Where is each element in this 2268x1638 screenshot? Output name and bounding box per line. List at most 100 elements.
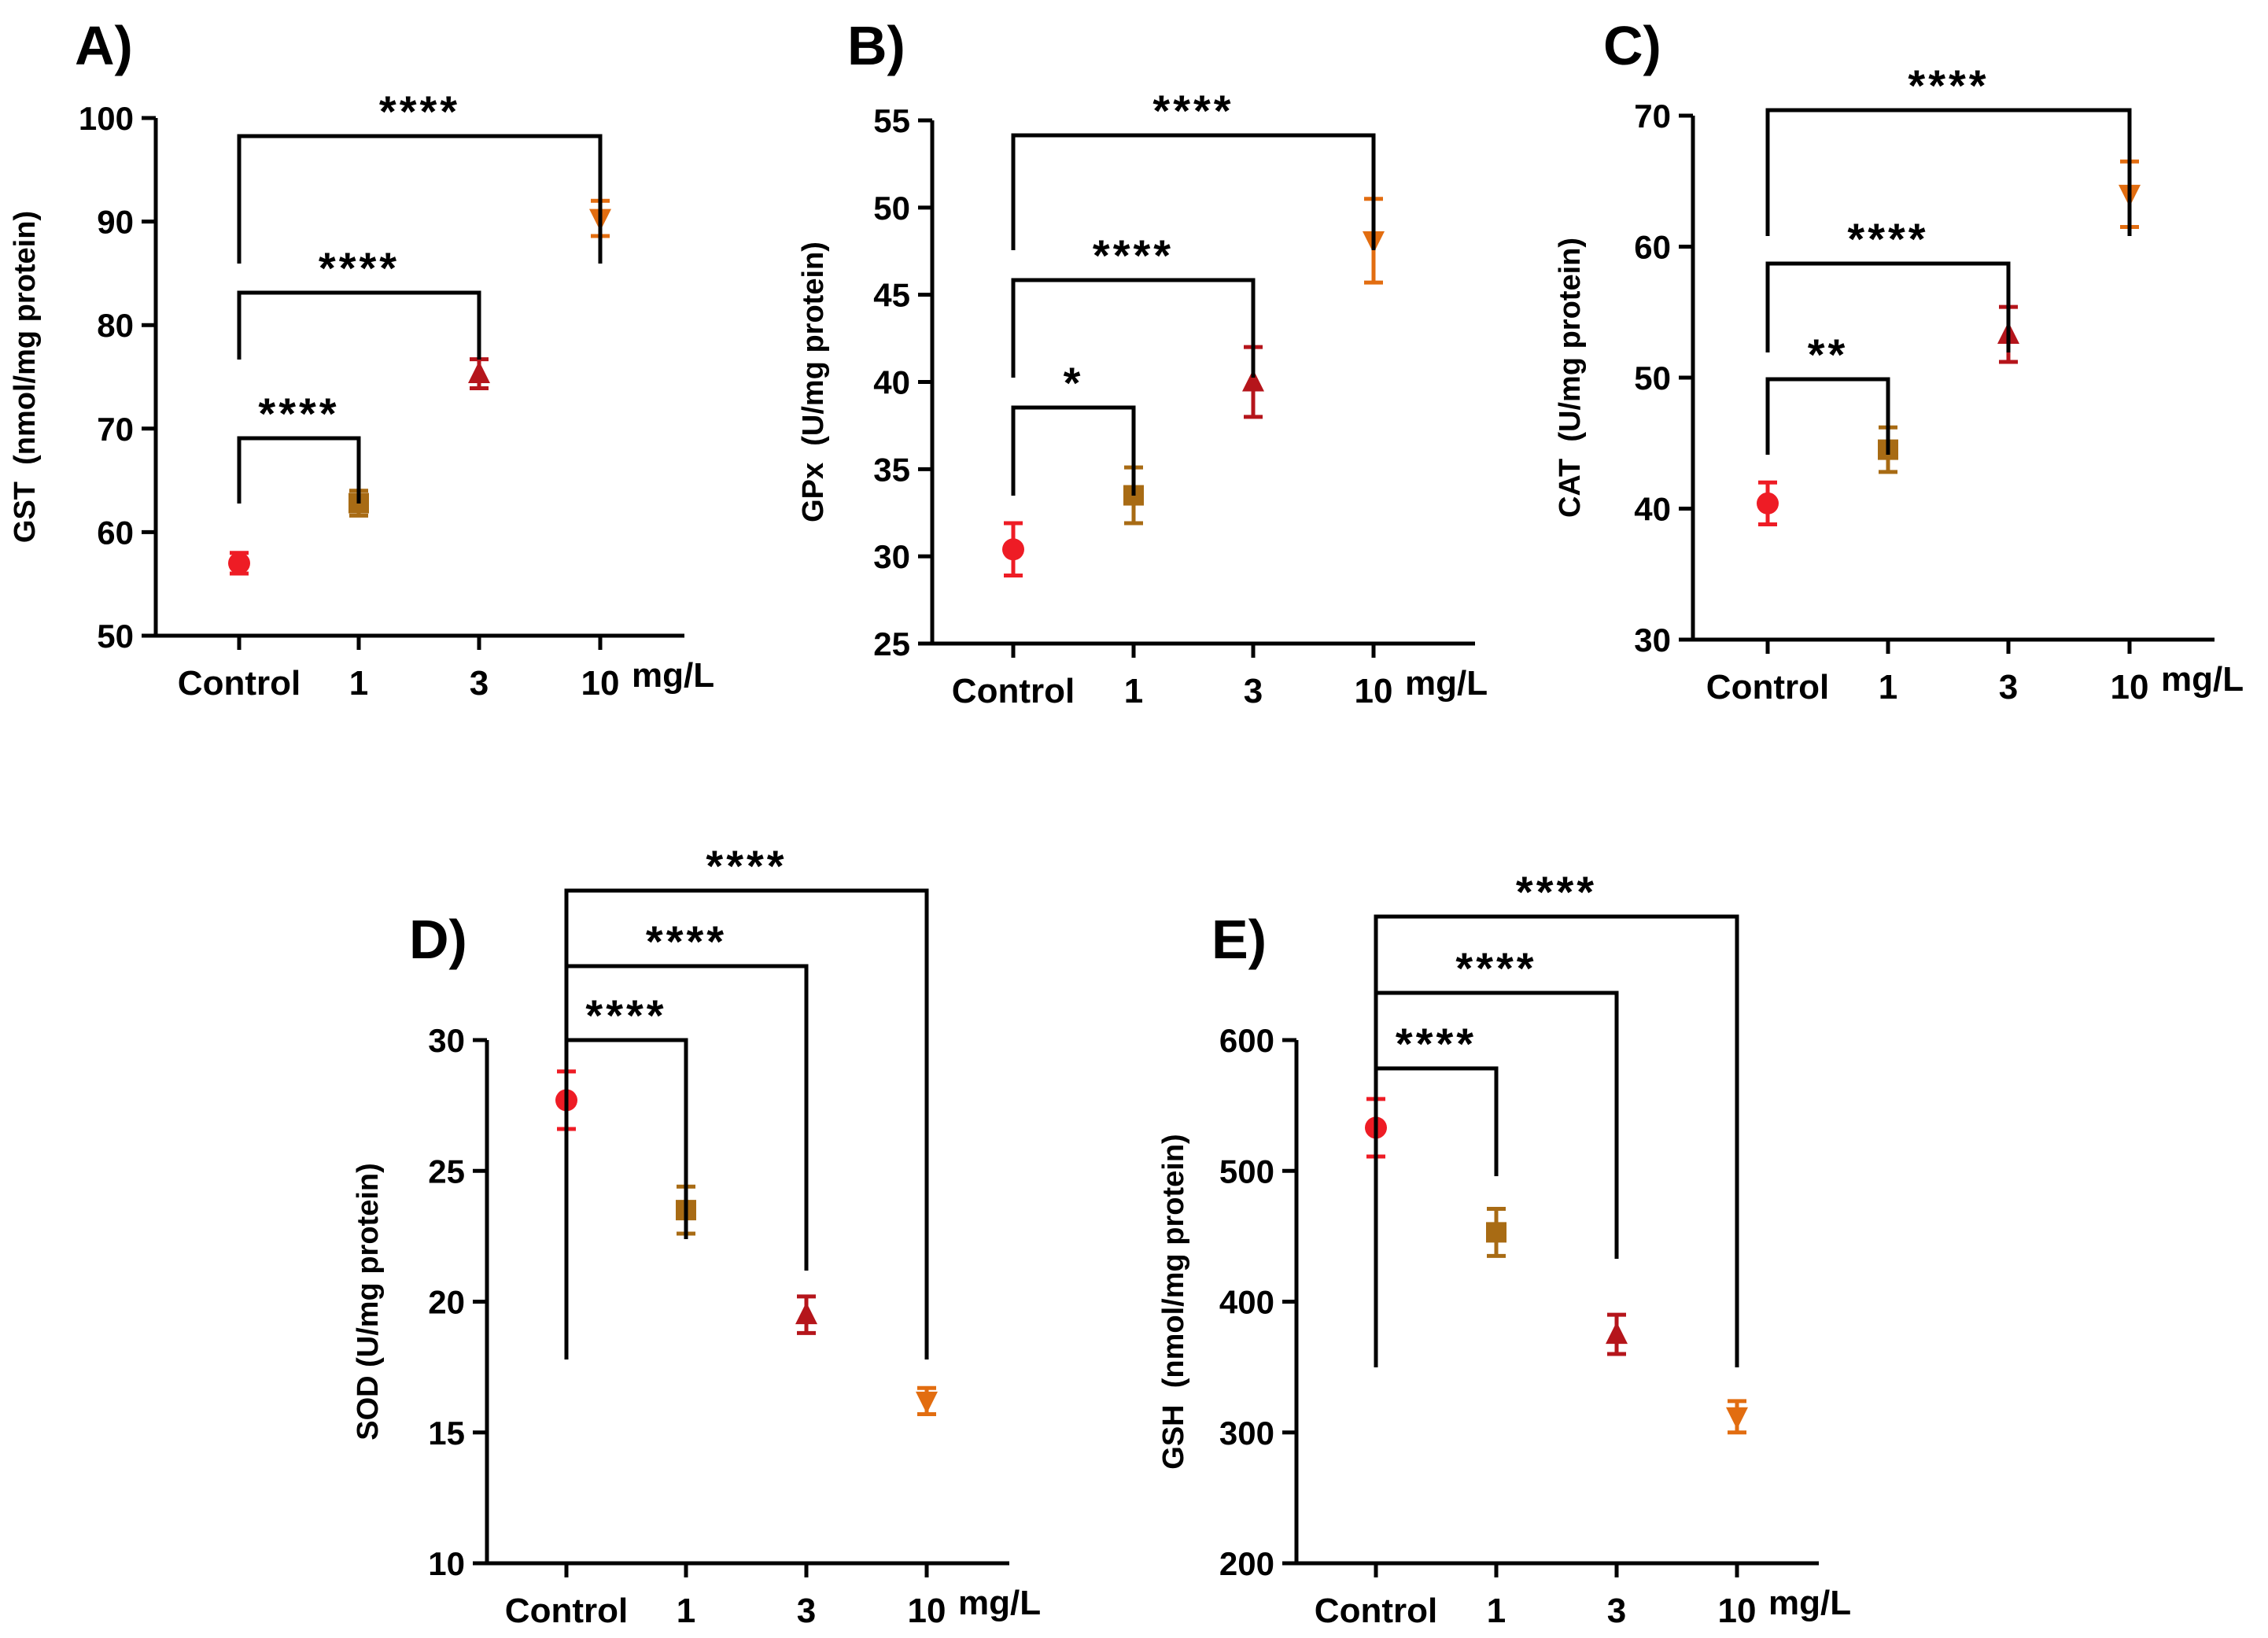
- data-point-dose-1: [1486, 1206, 1506, 1258]
- panel-label-c: C): [1603, 15, 1661, 76]
- significance-label: ****: [379, 87, 460, 136]
- significance-label: ****: [1396, 1019, 1477, 1068]
- bracket-line: [1011, 405, 1136, 496]
- y-tick-label: 50: [97, 618, 134, 655]
- x-tick-label-dose-10: 10: [1718, 1592, 1757, 1630]
- y-tick-label: 100: [79, 100, 134, 137]
- x-tick-label-control: Control: [952, 672, 1075, 710]
- y-tick-label: 40: [873, 364, 910, 401]
- data-point-control: [1002, 521, 1024, 578]
- x-unit-label: mg/L: [1768, 1584, 1851, 1622]
- panel-label-a: A): [75, 15, 133, 76]
- bracket-line: [1765, 377, 1890, 455]
- significance-bracket: **: [1765, 330, 1890, 455]
- data-point-dose-10: [916, 1385, 938, 1416]
- y-tick-label: 80: [97, 307, 134, 344]
- marker-square: [1486, 1222, 1506, 1243]
- y-tick-label: 45: [873, 277, 910, 314]
- y-tick-label: 400: [1219, 1284, 1274, 1321]
- x-unit-label: mg/L: [2161, 660, 2244, 699]
- bracket-line: [1765, 108, 2132, 236]
- marker-triangle-up: [795, 1302, 817, 1325]
- marker-triangle-down: [1726, 1407, 1748, 1430]
- x-tick-label-control: Control: [1315, 1592, 1437, 1630]
- y-tick-label: 60: [1634, 229, 1671, 266]
- significance-bracket: *: [1011, 358, 1136, 496]
- y-tick-label: 25: [428, 1153, 465, 1190]
- bracket-line: [1374, 1066, 1499, 1176]
- panel-label-b: B): [847, 15, 905, 76]
- panel-b: B) 25 30 35 40 45 50 55 Control 1 3 10 mg/L GPx (U/mg…: [797, 15, 1488, 710]
- x-tick-label-dose-1: 1: [1879, 668, 1897, 706]
- y-tick-label: 50: [1634, 360, 1671, 397]
- y-tick-label: 70: [97, 411, 134, 448]
- panel-label-d: D): [409, 909, 467, 970]
- significance-label: **: [1808, 330, 1849, 379]
- significance-label: *: [1064, 358, 1084, 408]
- data-point-dose-3: [795, 1294, 817, 1335]
- significance-bracket: ****: [237, 87, 603, 264]
- y-tick-label: 300: [1219, 1415, 1274, 1452]
- x-tick-label-control: Control: [1706, 668, 1829, 706]
- x-tick-label-control: Control: [505, 1592, 628, 1630]
- marker-triangle-up: [468, 361, 490, 384]
- y-tick-label: 30: [1634, 622, 1671, 659]
- y-axis-title: GSH (nmol/mg protein): [1157, 1134, 1190, 1469]
- x-tick-label-dose-3: 3: [1244, 672, 1263, 710]
- significance-label: ****: [1516, 867, 1597, 917]
- y-tick-label: 25: [873, 625, 910, 662]
- y-axis-title: GPx (U/mg protein): [797, 242, 830, 522]
- significance-label: ****: [319, 243, 400, 293]
- significance-label: ****: [1455, 943, 1536, 993]
- data-point-dose-3: [468, 357, 490, 390]
- significance-bracket: ****: [1765, 61, 2132, 236]
- x-tick-label-dose-10: 10: [2111, 668, 2149, 706]
- y-tick-label: 55: [873, 102, 910, 139]
- x-unit-label: mg/L: [1405, 664, 1488, 703]
- y-tick-label: 60: [97, 514, 134, 551]
- panel-e: E) 200 300 400 500 600 Control 1 3 10 mg/L GSH (nmo…: [1157, 867, 1851, 1630]
- data-point-control: [228, 551, 250, 576]
- y-tick-label: 15: [428, 1415, 465, 1452]
- significance-label: ****: [1093, 231, 1174, 280]
- significance-bracket: ****: [1011, 231, 1256, 378]
- marker-circle: [228, 552, 250, 574]
- y-tick-label: 10: [428, 1545, 465, 1582]
- significance-bracket: ****: [1374, 867, 1739, 1367]
- significance-bracket: ****: [1011, 86, 1376, 250]
- bracket-line: [564, 888, 929, 1359]
- panel-d: D) 10 15 20 25 30 Control 1 3 10 mg/L SOD (U/mg pro…: [352, 841, 1041, 1630]
- bracket-line: [564, 1038, 688, 1239]
- x-unit-label: mg/L: [632, 656, 714, 695]
- marker-triangle-up: [1606, 1322, 1628, 1345]
- x-tick-label-dose-3: 3: [1999, 668, 2018, 706]
- y-tick-label: 30: [873, 538, 910, 575]
- y-tick-label: 90: [97, 204, 134, 241]
- bracket-line: [237, 290, 481, 360]
- x-tick-label-dose-1: 1: [1124, 672, 1143, 710]
- bracket-line: [1374, 914, 1739, 1367]
- data-point-dose-10: [1726, 1399, 1748, 1435]
- data-point-control: [1757, 480, 1779, 526]
- x-tick-label-dose-3: 3: [1607, 1592, 1626, 1630]
- panel-label-e: E): [1211, 909, 1267, 970]
- y-axis-title: CAT (U/mg protein): [1554, 238, 1587, 518]
- significance-bracket: ****: [1374, 1019, 1499, 1176]
- panel-a: A) 50 60 70 80 90 100 Control 1 3 10 mg/L GST (nmol/…: [9, 15, 714, 703]
- x-tick-label-dose-10: 10: [581, 664, 620, 703]
- x-tick-label-dose-10: 10: [908, 1592, 946, 1630]
- y-tick-label: 200: [1219, 1545, 1274, 1582]
- y-tick-label: 50: [873, 190, 910, 227]
- x-tick-label-dose-1: 1: [677, 1592, 695, 1630]
- y-tick-label: 40: [1634, 491, 1671, 528]
- x-tick-label-dose-1: 1: [349, 664, 368, 703]
- bracket-line: [237, 134, 603, 264]
- significance-label: ****: [1908, 61, 1989, 110]
- y-axis-title: SOD (U/mg protein): [352, 1163, 385, 1441]
- significance-bracket: ****: [564, 991, 688, 1239]
- x-unit-label: mg/L: [958, 1584, 1041, 1622]
- marker-triangle-down: [916, 1391, 938, 1414]
- bracket-line: [237, 436, 361, 504]
- significance-bracket: ****: [237, 243, 481, 360]
- x-tick-label-dose-10: 10: [1355, 672, 1393, 710]
